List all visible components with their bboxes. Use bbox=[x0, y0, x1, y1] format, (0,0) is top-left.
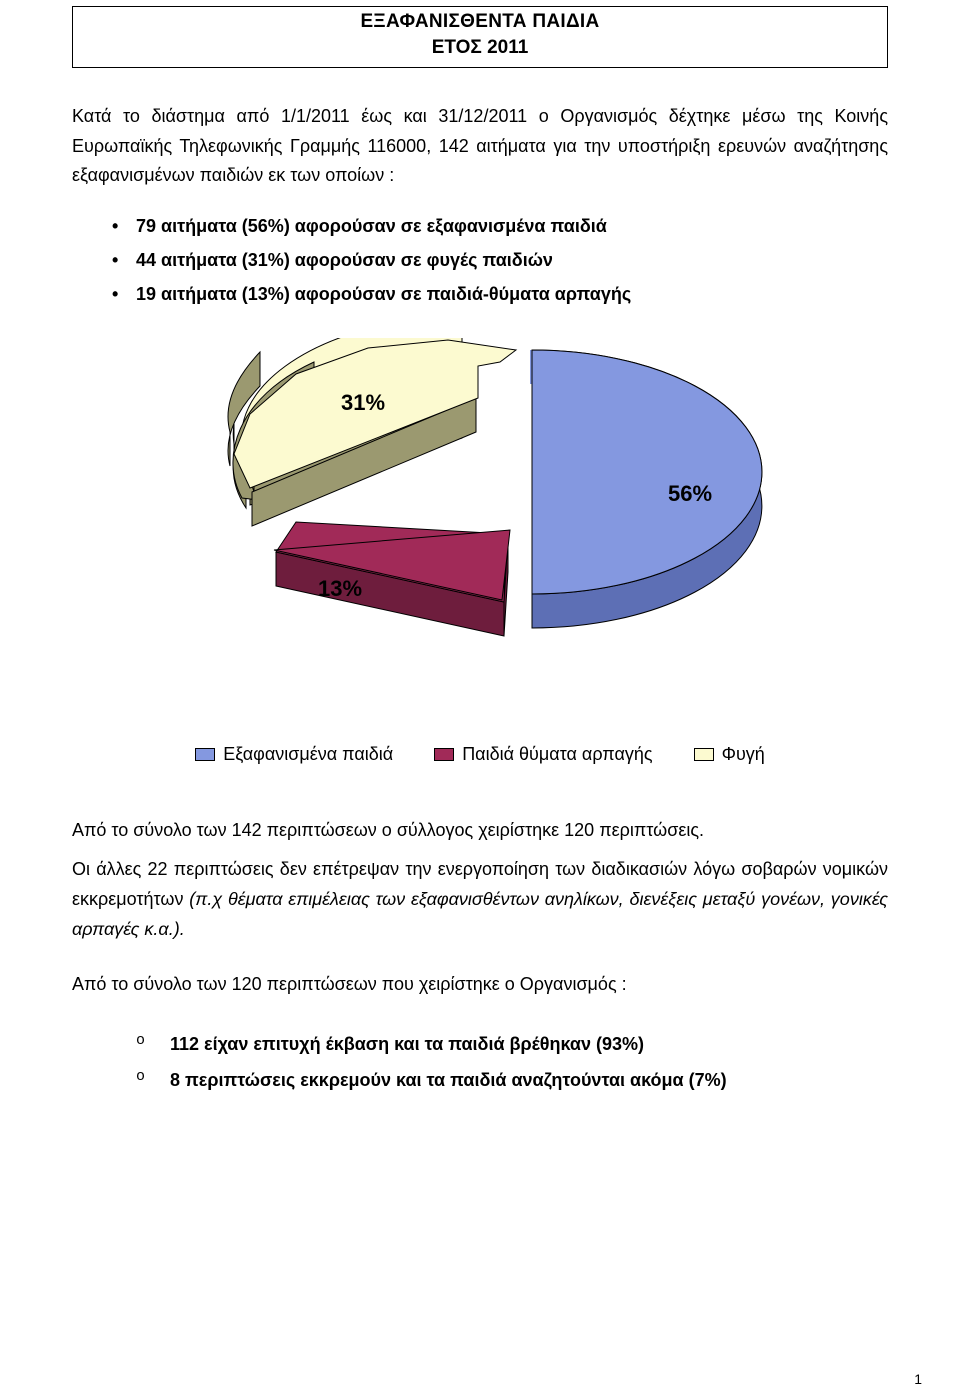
legend-swatch bbox=[195, 748, 215, 761]
title-line-2: ΕΤΟΣ 2011 bbox=[81, 37, 879, 59]
legend-item: Εξαφανισμένα παιδιά bbox=[195, 744, 393, 765]
title-line-1: ΕΞΑΦΑΝΙΣΘΕΝΤΑ ΠΑΙΔΙΑ bbox=[81, 11, 879, 33]
pie-slice-fugue bbox=[233, 339, 516, 526]
paragraph-b: Οι άλλες 22 περιπτώσεις δεν επέτρεψαν τη… bbox=[72, 855, 888, 944]
legend-label: Φυγή bbox=[722, 744, 765, 765]
bullet-item: 19 αιτήματα (13%) αφορούσαν σε παιδιά-θύ… bbox=[112, 277, 888, 311]
bullet-item: 79 αιτήματα (56%) αφορούσαν σε εξαφανισμ… bbox=[112, 209, 888, 243]
chart-legend: Εξαφανισμένα παιδιά Παιδιά θύματα αρπαγή… bbox=[72, 744, 888, 766]
slice-label-31: 31% bbox=[341, 390, 385, 415]
pie-slice-56 bbox=[530, 350, 762, 628]
paragraph-c: Από το σύνολο των 120 περιπτώσεων που χε… bbox=[72, 970, 888, 1000]
intro-paragraph: Κατά το διάστημα από 1/1/2011 έως και 31… bbox=[72, 102, 888, 191]
legend-item: Φυγή bbox=[694, 744, 765, 765]
sub-bullet-list: 112 είχαν επιτυχή έκβαση και τα παιδιά β… bbox=[136, 1026, 888, 1098]
page-number: 1 bbox=[914, 1371, 922, 1387]
bullet-item: 44 αιτήματα (31%) αφορούσαν σε φυγές παι… bbox=[112, 243, 888, 277]
document-page: ΕΞΑΦΑΝΙΣΘΕΝΤΑ ΠΑΙΔΙΑ ΕΤΟΣ 2011 Κατά το δ… bbox=[0, 0, 960, 1397]
legend-swatch bbox=[434, 748, 454, 761]
main-bullet-list: 79 αιτήματα (56%) αφορούσαν σε εξαφανισμ… bbox=[112, 209, 888, 312]
sub-bullet-item: 8 περιπτώσεις εκκρεμούν και τα παιδιά αν… bbox=[136, 1062, 888, 1098]
pie-chart-svg: 56% bbox=[100, 338, 860, 698]
legend-label: Εξαφανισμένα παιδιά bbox=[223, 744, 393, 765]
pie-chart: 56% bbox=[72, 316, 888, 708]
paragraph-a: Από το σύνολο των 142 περιπτώσεων ο σύλλ… bbox=[72, 816, 888, 846]
legend-item: Παιδιά θύματα αρπαγής bbox=[434, 744, 652, 765]
legend-swatch bbox=[694, 748, 714, 761]
slice-label-56: 56% bbox=[668, 481, 712, 506]
sub-bullet-item: 112 είχαν επιτυχή έκβαση και τα παιδιά β… bbox=[136, 1026, 888, 1062]
pie-slice-abduction bbox=[274, 508, 510, 636]
paragraph-b-italic: (π.χ θέματα επιμέλειας των εξαφανισθέντω… bbox=[72, 889, 888, 939]
slice-label-13: 13% bbox=[318, 576, 362, 601]
legend-label: Παιδιά θύματα αρπαγής bbox=[462, 744, 652, 765]
title-box: ΕΞΑΦΑΝΙΣΘΕΝΤΑ ΠΑΙΔΙΑ ΕΤΟΣ 2011 bbox=[72, 6, 888, 68]
